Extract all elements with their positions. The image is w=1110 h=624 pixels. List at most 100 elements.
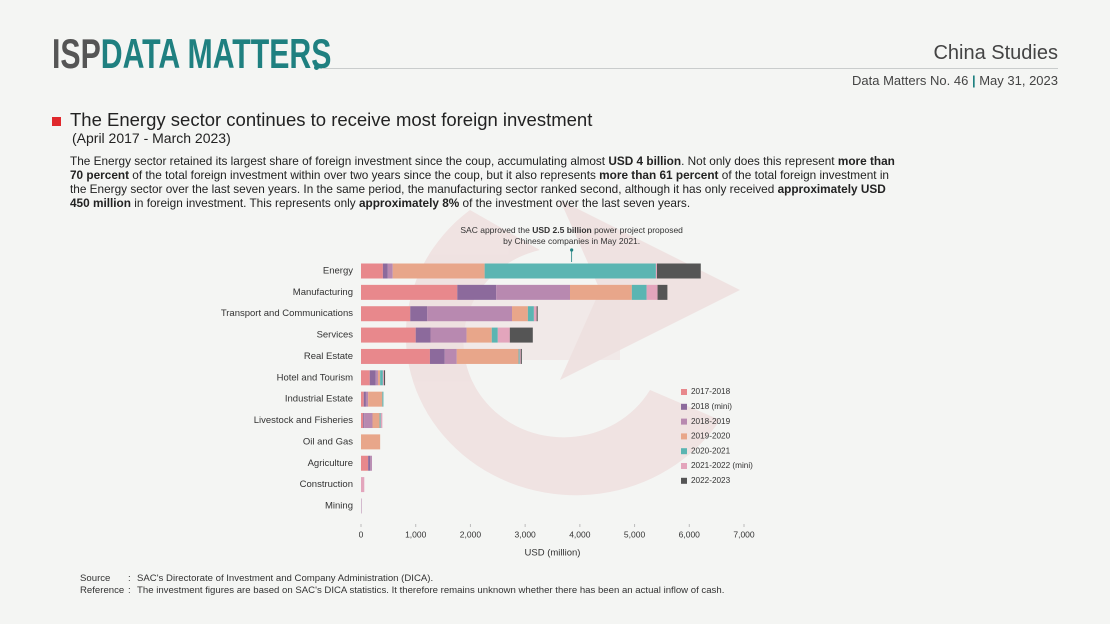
- bar-segment: [361, 391, 364, 407]
- bar-segment: [382, 370, 384, 386]
- x-tick-label: 0: [359, 529, 364, 539]
- brand-prefix: ISP: [52, 30, 101, 77]
- x-tick-label: 1,000: [405, 529, 427, 539]
- bar-segment: [380, 413, 383, 429]
- annotation-run: USD 2.5 billion: [532, 225, 592, 235]
- y-tick-label: Services: [317, 330, 354, 341]
- bar-segment: [380, 370, 383, 386]
- y-tick-label: Transport and Communications: [221, 308, 353, 319]
- y-tick-label: Hotel and Tourism: [277, 372, 353, 383]
- bar-segment: [430, 327, 467, 343]
- legend-label: 2022-2023: [691, 476, 731, 485]
- bar-segment: [368, 455, 371, 471]
- body-emphasis: approximately 8%: [358, 196, 460, 210]
- reference-label: Reference: [80, 585, 125, 596]
- legend-label: 2018-2019: [691, 417, 731, 426]
- legend-swatch: [681, 403, 687, 410]
- annotation: by Chinese companies in May 2021.: [503, 236, 640, 246]
- section: China Studies: [933, 42, 1058, 64]
- annotation-dot: [570, 248, 574, 252]
- annotation-run: SAC approved the: [460, 225, 532, 235]
- body-run: . Not only does this represent: [681, 154, 838, 168]
- bar-segment: [361, 413, 364, 429]
- y-tick-label: Industrial Estate: [285, 394, 353, 405]
- issue: Data Matters No. 46: [852, 73, 969, 88]
- annotation-run: by Chinese companies in May 2021.: [503, 236, 640, 246]
- body-run: The Energy sector retained its largest s…: [70, 154, 609, 168]
- bar-segment: [363, 391, 366, 407]
- bar-segment: [387, 263, 393, 279]
- bar-segment: [372, 413, 380, 429]
- brand-dot: [314, 65, 319, 70]
- legend-swatch: [681, 463, 687, 469]
- bar-segment: [466, 327, 492, 343]
- bar-segment: [361, 434, 381, 450]
- separator: |: [971, 73, 976, 88]
- x-tick-label: 6,000: [679, 529, 701, 539]
- y-tick-label: Oil and Gas: [303, 436, 353, 447]
- source: SAC's Directorate of Investment and Comp…: [137, 573, 434, 584]
- legend-swatch: [681, 418, 687, 425]
- bar-segment: [536, 306, 538, 322]
- body-run: of the total foreign investment within o…: [129, 168, 600, 182]
- bar-segment: [392, 263, 485, 279]
- reference: The investment figures are based on SAC'…: [137, 585, 725, 596]
- x-tick-label: 2,000: [460, 529, 482, 539]
- date: May 31, 2023: [979, 73, 1058, 88]
- bar-segment: [646, 284, 658, 300]
- bar-segment: [361, 348, 430, 364]
- bar-segment: [415, 327, 431, 343]
- body-text: The Energy sector retained its largest s…: [70, 154, 906, 210]
- bar-segment: [364, 413, 373, 429]
- legend-swatch: [681, 477, 687, 484]
- legend-swatch: [681, 389, 687, 395]
- legend-swatch: [681, 448, 687, 455]
- body-emphasis: more than 70 percent: [70, 154, 895, 182]
- bar-segment: [527, 306, 534, 322]
- bar-segment: [657, 284, 668, 300]
- bar-segment: [369, 370, 376, 386]
- bar-segment: [382, 263, 388, 279]
- bar-segment: [410, 306, 428, 322]
- bar-segment: [657, 263, 701, 279]
- y-tick-label: Mining: [325, 500, 353, 511]
- period: (April 2017 - March 2023): [72, 130, 231, 146]
- y-tick-label: Manufacturing: [293, 287, 353, 298]
- bar-segment: [631, 284, 647, 300]
- x-tick-label: 7,000: [733, 529, 755, 539]
- bar-segment: [457, 284, 497, 300]
- body-emphasis: approximately USD 450 million: [70, 182, 886, 210]
- y-tick-label: Livestock and Fisheries: [254, 415, 354, 426]
- x-axis-title: USD (million): [525, 548, 581, 559]
- bar-segment: [368, 391, 383, 407]
- bullet: [52, 117, 61, 126]
- source-label: Source: [80, 573, 111, 584]
- annotation: SAC approved the USD 2.5 billion power p…: [460, 225, 683, 235]
- bar-segment: [363, 413, 365, 429]
- bar-segment: [361, 370, 370, 386]
- bar-segment: [520, 348, 522, 364]
- bar-segment: [484, 263, 656, 279]
- body-emphasis: more than 61 percent: [599, 168, 719, 182]
- x-tick-label: 3,000: [515, 529, 537, 539]
- bar-segment: [379, 413, 381, 429]
- y-tick-label: Agriculture: [308, 458, 353, 469]
- bar-segment: [361, 263, 383, 279]
- bar-segment: [491, 327, 498, 343]
- bar-segment: [361, 306, 411, 322]
- body-run: of the total foreign investment in the E…: [70, 168, 889, 196]
- legend-label: 2019-2020: [691, 432, 731, 441]
- y-tick-label: Energy: [323, 266, 353, 277]
- bar-segment: [361, 455, 369, 471]
- bar-segment: [361, 477, 365, 493]
- bar-segment: [509, 327, 533, 343]
- body-emphasis: USD 4 billion: [608, 154, 682, 168]
- bar-segment: [361, 327, 416, 343]
- x-tick-label: 4,000: [569, 529, 591, 539]
- bar-segment: [496, 284, 571, 300]
- legend-swatch: [681, 433, 687, 440]
- bar-segment: [427, 306, 513, 322]
- bar-segment: [456, 348, 519, 364]
- bar-segment: [361, 284, 458, 300]
